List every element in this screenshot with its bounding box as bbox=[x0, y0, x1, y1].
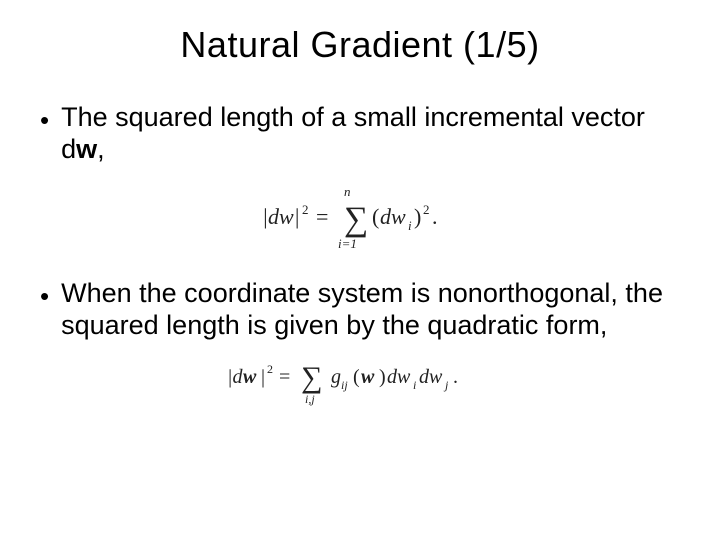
svg-text:=: = bbox=[316, 204, 328, 229]
svg-text:): ) bbox=[379, 366, 386, 388]
svg-text:ij: ij bbox=[341, 378, 348, 392]
bullet-1-boldvar: w bbox=[76, 134, 97, 164]
bullet-2: • When the coordinate system is nonortho… bbox=[40, 278, 680, 342]
svg-text:dw: dw bbox=[387, 366, 411, 388]
svg-text:(: ( bbox=[353, 366, 360, 388]
svg-text:∑: ∑ bbox=[344, 201, 368, 238]
svg-text:|: | bbox=[261, 366, 265, 388]
svg-text:.: . bbox=[453, 366, 458, 388]
svg-text:n: n bbox=[344, 184, 351, 199]
svg-text:|dw|: |dw| bbox=[262, 204, 300, 229]
svg-text:.: . bbox=[432, 204, 438, 229]
svg-text:i: i bbox=[413, 378, 416, 392]
bullet-1: • The squared length of a small incremen… bbox=[40, 102, 680, 166]
bullet-2-pre: When the coordinate system is nonorthogo… bbox=[61, 278, 663, 340]
bullet-1-pre: The squared length of a small incrementa… bbox=[61, 102, 645, 164]
svg-text:): ) bbox=[414, 204, 421, 229]
bullet-1-post: , bbox=[97, 134, 105, 164]
svg-text:j: j bbox=[443, 378, 449, 392]
svg-text:w: w bbox=[361, 366, 375, 388]
svg-text:w: w bbox=[243, 366, 257, 388]
svg-text:i: i bbox=[408, 218, 412, 233]
svg-text:dw: dw bbox=[419, 366, 443, 388]
bullet-dot-2: • bbox=[40, 280, 49, 312]
svg-text:(: ( bbox=[372, 204, 379, 229]
bullet-1-text: The squared length of a small incrementa… bbox=[61, 102, 680, 166]
formula-1: |dw| 2 = ∑ n i=1 ( dw i ) 2 . bbox=[40, 180, 680, 252]
svg-text:g: g bbox=[331, 366, 341, 388]
bullet-2-text: When the coordinate system is nonorthogo… bbox=[61, 278, 680, 342]
svg-text:2: 2 bbox=[267, 362, 273, 376]
svg-text:i,j: i,j bbox=[305, 392, 315, 406]
bullet-dot: • bbox=[40, 104, 49, 136]
svg-text:∑: ∑ bbox=[301, 361, 322, 394]
svg-text:dw: dw bbox=[380, 204, 406, 229]
svg-text:|d: |d bbox=[227, 366, 243, 388]
formula-2: |d w | 2 = ∑ i,j g ij ( w ) dw i dw j . bbox=[40, 351, 680, 407]
slide-title: Natural Gradient (1/5) bbox=[40, 24, 680, 66]
svg-text:2: 2 bbox=[302, 202, 309, 217]
svg-text:i=1: i=1 bbox=[338, 236, 357, 251]
svg-text:=: = bbox=[279, 366, 290, 388]
svg-text:2: 2 bbox=[423, 202, 430, 217]
